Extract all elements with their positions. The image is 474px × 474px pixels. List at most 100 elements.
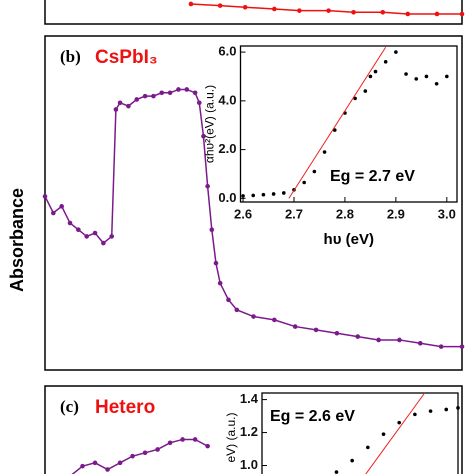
point [109,234,115,239]
point [167,440,173,446]
point [242,5,248,10]
point [188,1,194,7]
point [302,180,306,185]
point [184,87,190,92]
point [192,437,198,442]
point [217,3,223,8]
y-axis-label: αhυ²(eV) (a.u.) [203,85,217,163]
point [159,90,165,96]
x-tick-label: 2.8 [336,206,354,221]
x-axis-label: hυ (eV) [324,231,374,248]
point [424,74,429,79]
point [434,81,439,86]
point [92,230,98,236]
point [397,337,402,343]
point [353,96,357,101]
fit-line [365,392,426,474]
point [192,90,198,96]
point [282,191,286,195]
annotation: Eg = 2.6 eV [270,408,355,425]
point [334,330,340,336]
point [167,90,173,96]
point [217,280,223,286]
y-tick-label: 1.2 [240,424,258,439]
y-tick-label: 4.0 [218,92,236,107]
panel-title: Hetero [95,397,155,418]
y-tick-label: 1.0 [240,457,258,472]
point [142,450,148,456]
point [272,6,277,12]
panel-a-frame [44,0,463,25]
point [213,260,219,266]
point [428,409,433,413]
point [130,453,135,459]
point [201,133,206,139]
point [459,344,465,349]
point [196,100,202,106]
point [381,432,386,437]
point [322,150,327,154]
point [234,307,240,313]
point [363,89,368,93]
point [251,193,256,198]
point [326,8,331,13]
point [313,327,319,333]
point [414,77,419,81]
point [351,10,356,15]
point [366,445,370,450]
point [205,184,210,189]
y-axis-label: eV) (a.u.) [224,412,238,462]
panel-c-frame [44,385,463,474]
point [105,467,110,472]
point [67,220,73,226]
point [84,234,89,239]
point [368,74,373,79]
x-tick-label: 2.6 [234,206,252,221]
point [272,317,277,323]
curve [71,438,208,474]
point [251,314,256,319]
point [151,93,156,99]
point [76,227,81,233]
x-tick-label: 2.9 [387,206,405,221]
point [92,460,98,466]
point [380,10,386,15]
point [176,87,181,92]
point [459,11,465,17]
inset-frame [261,392,459,474]
y-tick-label: 2.0 [218,141,236,156]
point [126,103,131,109]
point [292,324,298,329]
point [134,97,140,102]
point [42,194,48,199]
y-tick-label: 0.0 [218,190,236,205]
point [350,458,354,463]
point [332,128,337,132]
panel-label: (b) [60,47,81,66]
point [413,412,417,417]
x-tick-label: 3.0 [438,206,456,221]
point [261,192,266,197]
point [59,204,64,209]
point [312,169,317,174]
point [117,460,123,466]
point [405,11,411,17]
point [456,406,460,410]
point [142,93,148,99]
point [334,470,339,474]
point [297,8,302,13]
panel-b-frame [44,35,463,371]
annotation: Eg = 2.7 eV [330,168,415,185]
point [355,334,361,339]
y-tick-label: 1.4 [240,391,259,406]
y-axis-label: Absorbance [7,188,27,292]
x-tick-label: 2.7 [285,206,303,221]
point [376,337,381,343]
point [241,194,245,198]
point [373,69,378,74]
point [418,340,423,346]
point [438,344,444,349]
fit-line [288,46,387,199]
point [80,463,85,469]
